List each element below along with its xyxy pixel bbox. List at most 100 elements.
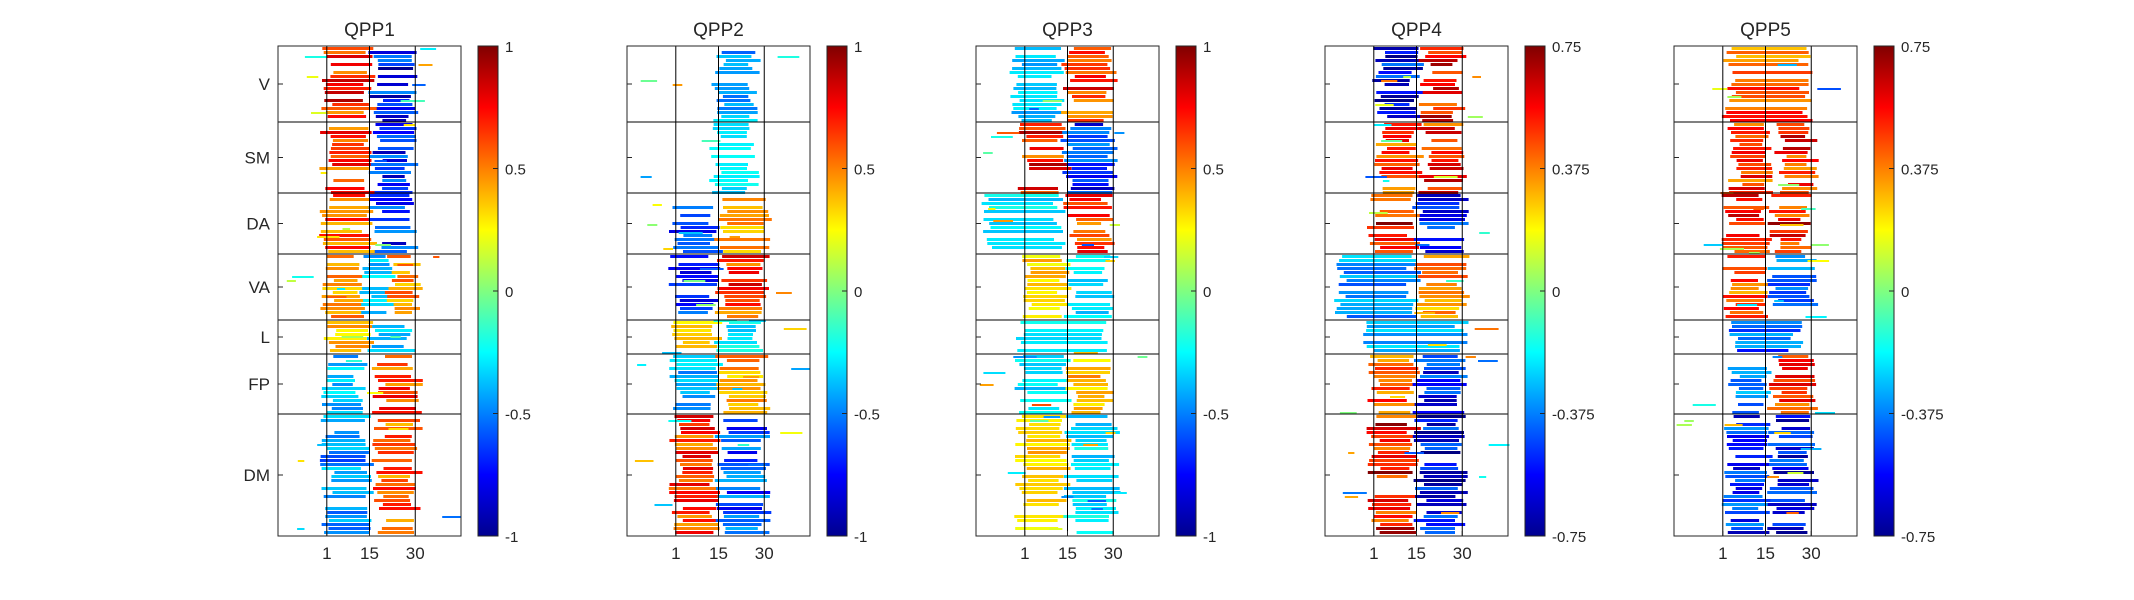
heat-streak [1775,255,1806,258]
heat-streak [1075,511,1119,514]
heat-streak [380,139,417,142]
heat-streak [1072,503,1107,506]
heat-streak [1339,275,1421,278]
heat-streak [1370,198,1411,201]
panel-title: QPP3 [1042,20,1093,41]
heat-streak [1721,238,1772,241]
heat-streak [1020,123,1062,126]
heat-streak [1072,491,1121,494]
heat-streak [1007,472,1026,474]
heat-streak [726,399,767,402]
heat-streak [332,143,364,146]
heat-streak [1767,222,1811,225]
heat-streak [682,519,723,522]
heat-streak [1724,471,1767,474]
panel-4: 1 15 30 QPP4 0.75 0.375 0 -0.375 -0.75 [1324,20,1595,563]
heat-streak [1730,287,1759,290]
x-tick-label: 15 [360,544,379,563]
heat-streak [1775,415,1811,418]
heat-streak [1769,463,1807,466]
heat-streak [1676,424,1692,426]
heat-streak [1418,291,1465,294]
heat-streak [727,329,756,332]
heat-streak [326,255,354,258]
heatmap-marks [1676,47,1841,534]
heat-streak [325,187,365,190]
heat-streak [715,71,760,74]
heat-streak [1724,427,1769,430]
band-dm-14 [371,419,423,534]
heat-streak [1073,99,1114,102]
heat-streak [1376,415,1418,418]
colorbar: 1 0.5 0 -0.5 -1 [826,39,880,546]
band-l-10 [366,325,416,352]
y-tick-label: FP [248,375,270,394]
heat-streak [1467,116,1483,118]
heat-streak [674,238,720,241]
heat-streak [721,447,761,450]
heat-streak [720,226,765,229]
heat-streak [1376,222,1413,225]
heat-streak [1384,103,1410,106]
x-tick-label: 30 [1104,544,1123,563]
heat-streak [322,242,377,245]
heat-streak [328,159,372,162]
heat-streak [327,367,365,370]
heat-streak [675,403,711,406]
heat-streak [374,160,387,162]
heat-streak [377,531,414,534]
heat-streak [1767,407,1818,410]
heat-streak [385,355,412,358]
heat-streak [364,271,393,274]
heat-streak [1068,59,1112,62]
heat-streak [1076,399,1114,402]
heat-streak [1728,187,1765,190]
heat-streak [1730,279,1758,282]
heat-streak [1730,119,1813,122]
heat-streak [671,511,710,514]
heat-streak [345,360,363,362]
heat-streak [712,127,750,130]
heat-streak [680,307,713,310]
heat-streak [368,91,417,94]
heat-streak [1777,479,1819,482]
heat-streak [368,171,411,174]
heat-streak [1009,71,1064,74]
heat-streak [1026,291,1058,294]
heat-streak [1419,471,1468,474]
heat-streak [1363,341,1468,344]
heat-streak [320,455,366,458]
heat-streak [634,460,654,462]
heat-streak [1727,367,1767,370]
heat-streak [1066,163,1115,166]
heat-streak [319,459,366,462]
heat-streak [375,483,415,486]
heat-streak [1727,127,1764,130]
band-va-6 [320,255,367,318]
heat-streak [986,238,1054,241]
band-l-6 [671,321,723,348]
heat-streak [1375,59,1424,62]
band-da-3 [1721,194,1772,253]
heat-streak [1433,107,1466,110]
panel-1: V SM DA VA L FP DM 1 15 30 QPP1 1 0.5 0 -0.5 -1 [244,20,531,563]
heat-streak [1071,455,1115,458]
heat-streak [1025,371,1063,374]
heat-streak [330,135,366,138]
heat-streak [1423,427,1459,430]
heat-streak [726,427,767,430]
colorbar: 1 0.5 0 -0.5 -1 [1175,39,1229,546]
band-va-6 [1022,255,1072,318]
heat-streak [675,459,713,462]
heat-streak [1027,279,1060,282]
heat-streak [1723,307,1759,310]
heat-streak [1375,159,1419,162]
heat-streak [334,299,364,302]
heat-streak [1012,67,1062,70]
heat-streak [1776,531,1808,534]
heat-streak [1424,367,1466,370]
heat-streak [324,99,363,102]
heat-streak [1062,131,1110,134]
heat-streak [1721,115,1808,118]
heat-streak [1730,483,1764,486]
